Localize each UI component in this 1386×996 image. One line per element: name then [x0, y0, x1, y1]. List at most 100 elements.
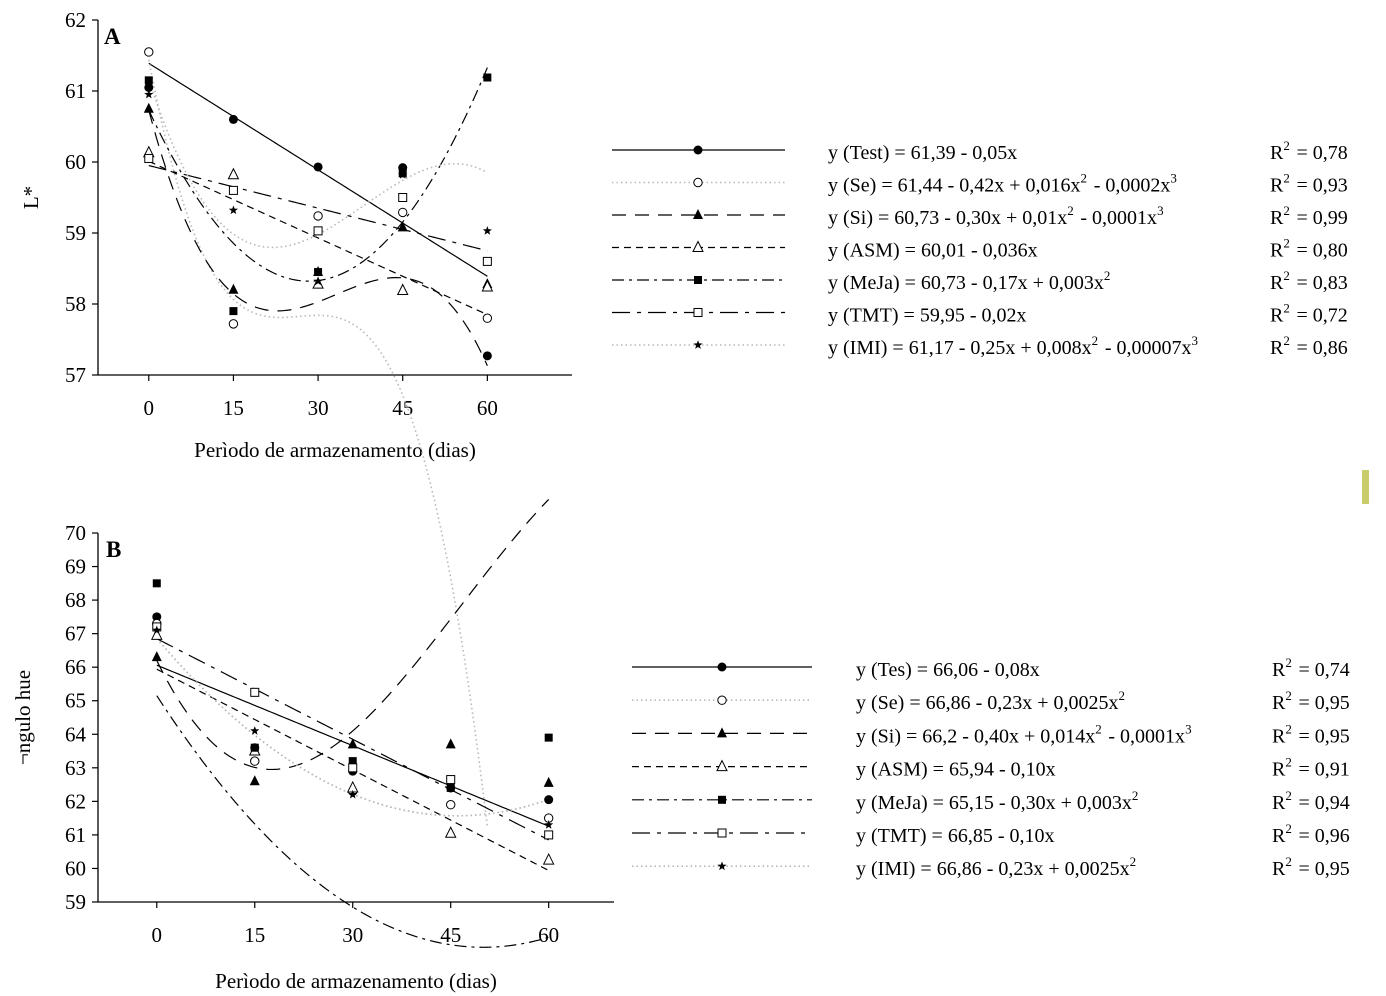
data-point-imi: [228, 205, 238, 215]
legend-marker-asm: [716, 759, 728, 772]
legend: y (Tes) = 66,06 - 0,08x R2 = 0,74 y (Se) =…: [632, 655, 1350, 880]
legend-marker-imi: [717, 861, 727, 871]
legend-equation-imi: y (IMI) = 61,17 - 0,25x + 0,008x2 - 0,00…: [828, 333, 1200, 359]
data-point-imi: [250, 726, 260, 735]
series-points-se: [144, 47, 493, 329]
data-point-test: [228, 114, 238, 124]
legend-equation-tmt: y (TMT) = 66,85 - 0,10x: [856, 825, 1054, 847]
legend-r2-meja: R2 = 0,83: [1270, 268, 1348, 294]
data-point-se: [313, 211, 323, 221]
legend-marker-meja: [718, 795, 726, 804]
data-point-asm: [481, 279, 494, 292]
data-point-meja: [250, 743, 259, 752]
fit-line-meja: [156, 695, 549, 948]
legend-marker-se: [717, 695, 727, 705]
side-mark: [1362, 470, 1369, 504]
legend-r2-meja: R2 = 0,94: [1272, 788, 1350, 814]
series-points-imi: [144, 89, 492, 286]
data-point-imi: [446, 783, 456, 792]
data-point-se: [144, 47, 154, 57]
fit-line-tmt: [148, 164, 488, 252]
data-point-si: [249, 775, 260, 786]
y-tick-label: 59: [65, 221, 86, 245]
legend-equation-tmt: y (TMT) = 59,95 - 0,02x: [828, 305, 1026, 327]
y-tick-label: 69: [65, 555, 86, 579]
y-tick-label: 58: [65, 292, 86, 316]
data-point-se: [482, 313, 493, 323]
x-tick-label: 45: [392, 396, 413, 420]
data-point-si: [228, 283, 239, 294]
x-tick-label: 0: [152, 923, 163, 947]
data-point-si: [143, 102, 154, 113]
data-point-test: [313, 162, 323, 172]
x-tick-label: 60: [538, 923, 559, 947]
data-point-tmt: [144, 153, 154, 163]
legend-equation-asm: y (ASM) = 65,94 - 0,10x: [856, 759, 1056, 781]
fit-line-se: [148, 59, 489, 827]
legend-r2-asm: R2 = 0,91: [1272, 755, 1350, 781]
legend-r2-asm: R2 = 0,80: [1270, 236, 1348, 262]
x-tick-label: 60: [477, 396, 498, 420]
data-point-meja: [144, 76, 153, 85]
legend-equation-test: y (Test) = 61,39 - 0,05x: [828, 142, 1017, 164]
data-point-imi: [144, 89, 154, 99]
panel-label: B: [106, 537, 121, 562]
legend-r2-se: R2 = 0,93: [1270, 171, 1348, 197]
panel-label: A: [104, 24, 121, 49]
x-tick-label: 15: [223, 396, 244, 420]
series-points-si: [143, 102, 493, 294]
data-point-asm: [444, 826, 457, 838]
y-tick-label: 70: [65, 521, 86, 545]
series-points-si: [151, 651, 554, 787]
y-tick-label: 62: [65, 8, 86, 32]
legend-r2-tes: R2 = 0,74: [1272, 655, 1350, 681]
data-point-imi: [544, 820, 554, 829]
data-point-si: [397, 221, 408, 232]
legend-marker-si: [717, 727, 727, 738]
data-point-asm: [227, 167, 240, 180]
x-axis-label: Perìodo de armazenamento (dias): [194, 438, 476, 462]
legend-r2-imi: R2 = 0,95: [1272, 854, 1350, 880]
y-tick-label: 65: [65, 689, 86, 713]
series-points-test: [144, 82, 492, 361]
fit-line-si: [156, 499, 550, 771]
legend-equation-asm: y (ASM) = 60,01 - 0,036x: [828, 240, 1038, 262]
fit-line-asm: [148, 160, 488, 316]
legend-equation-imi: y (IMI) = 66,86 - 0,23x + 0,0025x2: [856, 854, 1138, 880]
data-point-asm: [542, 852, 555, 865]
data-point-si: [445, 738, 456, 749]
x-tick-label: 0: [144, 396, 155, 420]
chart-panel-B: 59 60 61 62 63 64 65 66 67 68 69 70 0 15 30 45 60 Perìodo…: [11, 499, 1350, 993]
data-point-tmt: [313, 226, 323, 236]
fit-line-imi: [148, 78, 488, 249]
data-point-asm: [396, 283, 409, 296]
x-tick-label: 30: [342, 923, 363, 947]
series-points-tes: [152, 612, 554, 805]
data-point-meja: [483, 73, 492, 82]
y-axis-label: L*: [19, 186, 43, 209]
data-point-se: [398, 207, 408, 218]
y-tick-label: 64: [65, 722, 87, 746]
data-point-imi: [348, 789, 358, 799]
data-point-tmt: [228, 185, 238, 195]
data-point-imi: [482, 226, 492, 235]
legend-equation-tes: y (Tes) = 66,06 - 0,08x: [856, 659, 1040, 681]
data-point-test: [482, 351, 492, 361]
data-point-tmt: [544, 830, 554, 840]
data-point-tmt: [482, 256, 492, 266]
y-tick-label: 68: [65, 588, 86, 612]
data-point-meja: [544, 733, 553, 742]
y-tick-label: 60: [65, 150, 86, 174]
y-tick-label: 59: [65, 890, 86, 914]
legend-r2-se: R2 = 0,95: [1272, 688, 1350, 714]
data-point-tmt: [250, 687, 260, 697]
legend-r2-test: R2 = 0,78: [1270, 138, 1348, 164]
data-point-se: [446, 800, 456, 810]
data-point-tes: [544, 795, 554, 805]
data-point-meja: [314, 268, 323, 277]
data-point-imi: [152, 625, 162, 635]
y-tick-label: 61: [65, 823, 86, 847]
series-points-tmt: [144, 153, 492, 266]
data-point-test: [144, 82, 154, 92]
